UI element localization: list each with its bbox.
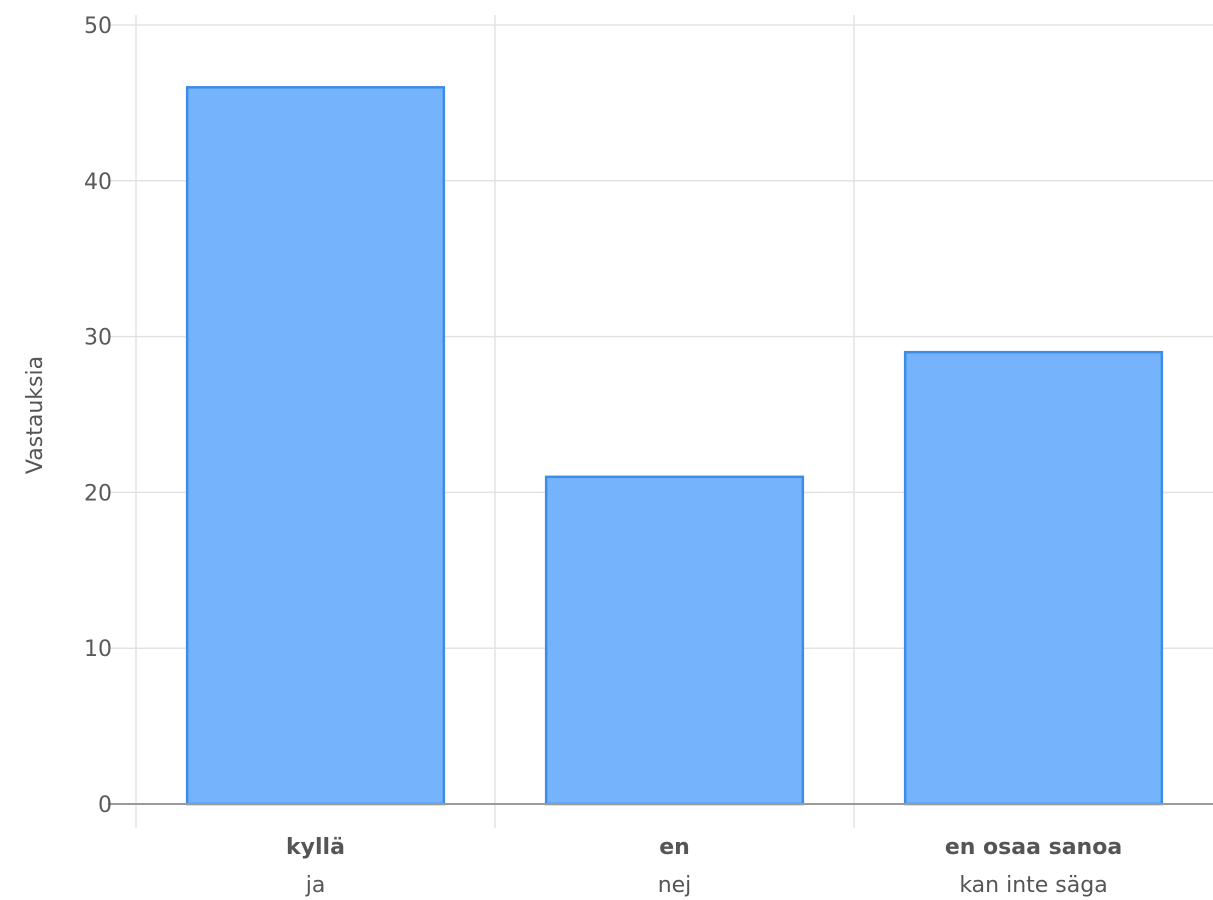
y-tick-label: 20 (84, 481, 112, 506)
y-tick-label: 50 (84, 14, 112, 39)
y-axis-title: Vastauksia (23, 356, 48, 474)
bar-3 (903, 350, 1164, 806)
y-tick-label: 0 (98, 793, 112, 818)
x-category-label: en (659, 835, 690, 860)
x-category-label: en osaa sanoa (945, 835, 1122, 860)
y-tick-label: 30 (84, 326, 112, 351)
bar-2 (544, 475, 805, 806)
x-category-sublabel: kan inte säga (959, 873, 1107, 898)
x-category-label: kyllä (286, 835, 345, 860)
x-category-sublabel: nej (658, 873, 692, 898)
y-tick-label: 40 (84, 170, 112, 195)
x-category-labels: kyllä ja en nej en osaa sanoa kan inte säga (286, 835, 1122, 898)
x-category-sublabel: ja (305, 873, 326, 898)
y-tick-labels: 0 10 20 30 40 50 (84, 14, 112, 818)
bar-1 (185, 86, 446, 806)
bars (185, 86, 1164, 806)
y-tick-label: 10 (84, 637, 112, 662)
